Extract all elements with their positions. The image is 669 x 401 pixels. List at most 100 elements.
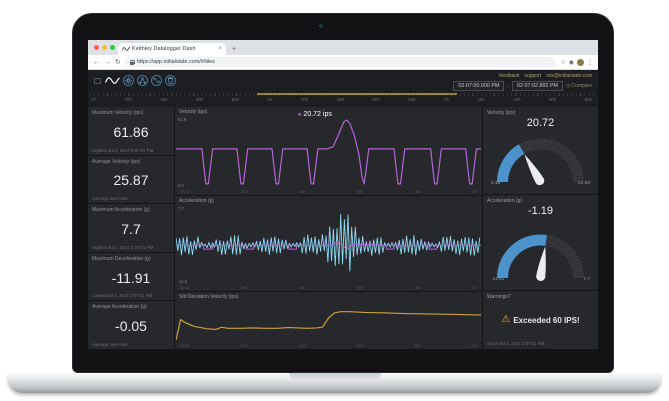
- chart-x-tick-label: :02: [471, 188, 477, 194]
- support-link[interactable]: support: [524, 73, 542, 79]
- initialstate-logo-icon[interactable]: [105, 76, 120, 85]
- url-text: https://app.initialstate.com/#/tiles: [136, 59, 215, 65]
- address-bar: ← → ↻ https://app.initialstate.com/#/til…: [88, 55, 598, 70]
- compare-button[interactable]: ◷ Compare: [566, 83, 592, 89]
- favicon-squiggle-icon: [122, 47, 130, 51]
- charts-column: Velocity (ips) 61.9 0.2 ● 20.72 ips 02:0…: [175, 107, 482, 350]
- extension-icon[interactable]: ◉: [568, 59, 574, 66]
- stats-column: Maximum Velocity (ips) 61.86 Highest Jul…: [88, 107, 174, 349]
- timeline-tick-label: .400: [159, 97, 168, 102]
- laptop-base: [8, 373, 661, 393]
- waves-icon[interactable]: [151, 75, 162, 86]
- warning-triangle-icon: ⚠: [501, 314, 511, 326]
- timeline-ruler[interactable]: :07 .200 .400 .600 .800 :01 .200 .400 .600 .800 :0…: [90, 93, 596, 105]
- chart-x-tick-label: .400: [297, 188, 306, 194]
- account-email-link[interactable]: rick@initialstate.com: [546, 73, 592, 79]
- timeline-tick-label: :01: [266, 97, 273, 102]
- profile-avatar[interactable]: [577, 58, 584, 66]
- acceleration-gauge-dial: [497, 234, 584, 281]
- settings-icon[interactable]: [123, 75, 134, 86]
- timeline-tick-label: .800: [407, 97, 416, 102]
- chart-x-tick-label: .800: [413, 188, 422, 194]
- app-menu-icon[interactable]: [94, 77, 101, 84]
- velocity-line-plot: [176, 118, 481, 187]
- chart-x-tick-label: .200: [240, 343, 248, 349]
- minimize-window-button[interactable]: [102, 45, 107, 50]
- chart-x-tick-label: :02: [471, 343, 477, 349]
- timeline-tick-label: .400: [335, 97, 344, 102]
- timeline-tick-label: :07: [90, 97, 96, 102]
- feedback-link[interactable]: feedback: [499, 73, 520, 79]
- timeline-tick-label: .600: [371, 97, 380, 102]
- chart-x-tick-label: .400: [297, 343, 306, 349]
- timeline-tick-labels: :07 .200 .400 .600 .800 :01 .200 .400 .600 .800 :0…: [90, 97, 592, 102]
- reload-button[interactable]: ↻: [115, 58, 121, 66]
- timeline-tick-label: :02: [442, 97, 449, 102]
- gauges-column: Velocity (ips) 20.72 0.16 61.86 Accelera…: [483, 107, 598, 349]
- tab-close-icon[interactable]: ×: [218, 46, 222, 52]
- back-button[interactable]: ←: [93, 58, 100, 66]
- chart-x-tick-label: .800: [413, 343, 422, 349]
- dashboard-app: feedback support rick@initialstate.com 0…: [88, 70, 598, 352]
- zoom-window-button[interactable]: [110, 45, 115, 50]
- timeline-tick-label: .200: [123, 97, 132, 102]
- nodes-icon[interactable]: [137, 75, 148, 86]
- warning-message: Exceeded 60 IPS!: [513, 315, 580, 325]
- tab-title: Keithley Datalogger Dash: [132, 46, 196, 52]
- stat-avg-velocity: Average Velocity (ips) 25.87 Average ove…: [88, 155, 174, 204]
- url-field[interactable]: https://app.initialstate.com/#/tiles: [124, 57, 557, 67]
- webcam-dot: [319, 24, 323, 28]
- stat-max-acceleration: Maximum Acceleration (g) 7.7 Highest Jul…: [88, 204, 174, 252]
- browser-tab[interactable]: Keithley Datalogger Dash ×: [118, 43, 226, 55]
- chart-x-tick-label: .200: [240, 188, 248, 194]
- bookmark-star-icon[interactable]: ☆: [560, 59, 566, 66]
- acceleration-gauge: Acceleration (g) -1.19 -11.91 7.7: [483, 195, 598, 290]
- laptop-lid-notch: [288, 373, 381, 380]
- bucket-icon[interactable]: [165, 75, 176, 86]
- tooltip-dot-icon: ●: [297, 111, 302, 118]
- padlock-icon: [129, 59, 136, 65]
- close-window-button[interactable]: [94, 45, 99, 50]
- chart-x-tick-label: 02:07: [180, 343, 191, 349]
- tab-strip: Keithley Datalogger Dash × +: [88, 40, 598, 55]
- time-end-input[interactable]: 02:07:02.892 PM: [511, 81, 564, 91]
- chart-x-tick-label: .200: [240, 285, 248, 291]
- warnings-tile: Warnings? ⚠ Exceeded 60 IPS! Since Jul 2…: [483, 290, 598, 349]
- chart-x-tick-label: .600: [355, 285, 364, 291]
- acceleration-line-plot: [176, 207, 481, 284]
- stat-avg-acceleration: Average Acceleration (g) -0.05 Average o…: [88, 301, 174, 349]
- velocity-gauge: Velocity (ips) 20.72 0.16 61.86: [483, 107, 598, 195]
- timeline-tick-label: .600: [194, 97, 204, 102]
- velocity-chart[interactable]: Velocity (ips) 61.9 0.2 ● 20.72 ips 02:0…: [175, 107, 482, 195]
- std-deviation-chart[interactable]: Std Deviation Velocity (ips) 02:07.200.4…: [175, 292, 482, 350]
- timeline-tick-label: .200: [476, 97, 485, 102]
- chart-x-tick-label: .400: [297, 285, 306, 291]
- timeline-tick-label: .400: [512, 97, 521, 102]
- stat-max-velocity: Maximum Velocity (ips) 61.86 Highest Jul…: [88, 107, 174, 155]
- chart-x-tick-label: 02:07: [180, 188, 191, 194]
- forward-button[interactable]: →: [104, 58, 111, 66]
- timeline-tick-label: .200: [299, 97, 309, 102]
- chart-x-tick-label: :02: [471, 285, 477, 291]
- timeline-tick-label: .800: [230, 97, 240, 102]
- chart-x-tick-label: .600: [355, 343, 364, 349]
- velocity-gauge-dial: [497, 138, 584, 186]
- acceleration-x-ticks: 02:07 .200 .400 .600 .800 :02: [180, 285, 477, 290]
- chart-x-tick-label: .800: [413, 285, 422, 291]
- warning-footer: Since Jul 2, 2017 2:07:01 PM: [487, 341, 545, 346]
- timeline-tick-label: .600: [547, 97, 557, 102]
- stat-max-deceleration: Maximum Deceleration (g) -11.91 Lowest J…: [88, 252, 174, 301]
- chart-x-tick-label: .600: [355, 188, 364, 194]
- std-deviation-line-plot: [176, 303, 481, 341]
- browser-menu-icon[interactable]: ⋮: [587, 59, 593, 66]
- timeline-selection-handle[interactable]: [256, 93, 457, 95]
- chart-x-tick-label: 02:07: [180, 285, 191, 291]
- timeline-tick-label: .800: [583, 97, 592, 102]
- clock-icon: ◷: [566, 83, 571, 89]
- acceleration-chart[interactable]: Acceleration (g) 7.7 -11.9 02:07.200.400…: [175, 195, 482, 292]
- std-deviation-x-ticks: 02:07 .200 .400 .600 .800 :02: [180, 343, 477, 348]
- velocity-x-ticks: 02:07 .200 .400 .600 .800 :02: [180, 189, 477, 194]
- browser-window: Keithley Datalogger Dash × + ← → ↻ https…: [88, 40, 598, 352]
- new-tab-button[interactable]: +: [232, 46, 237, 53]
- time-start-input[interactable]: 02:07:00.000 PM: [453, 81, 505, 91]
